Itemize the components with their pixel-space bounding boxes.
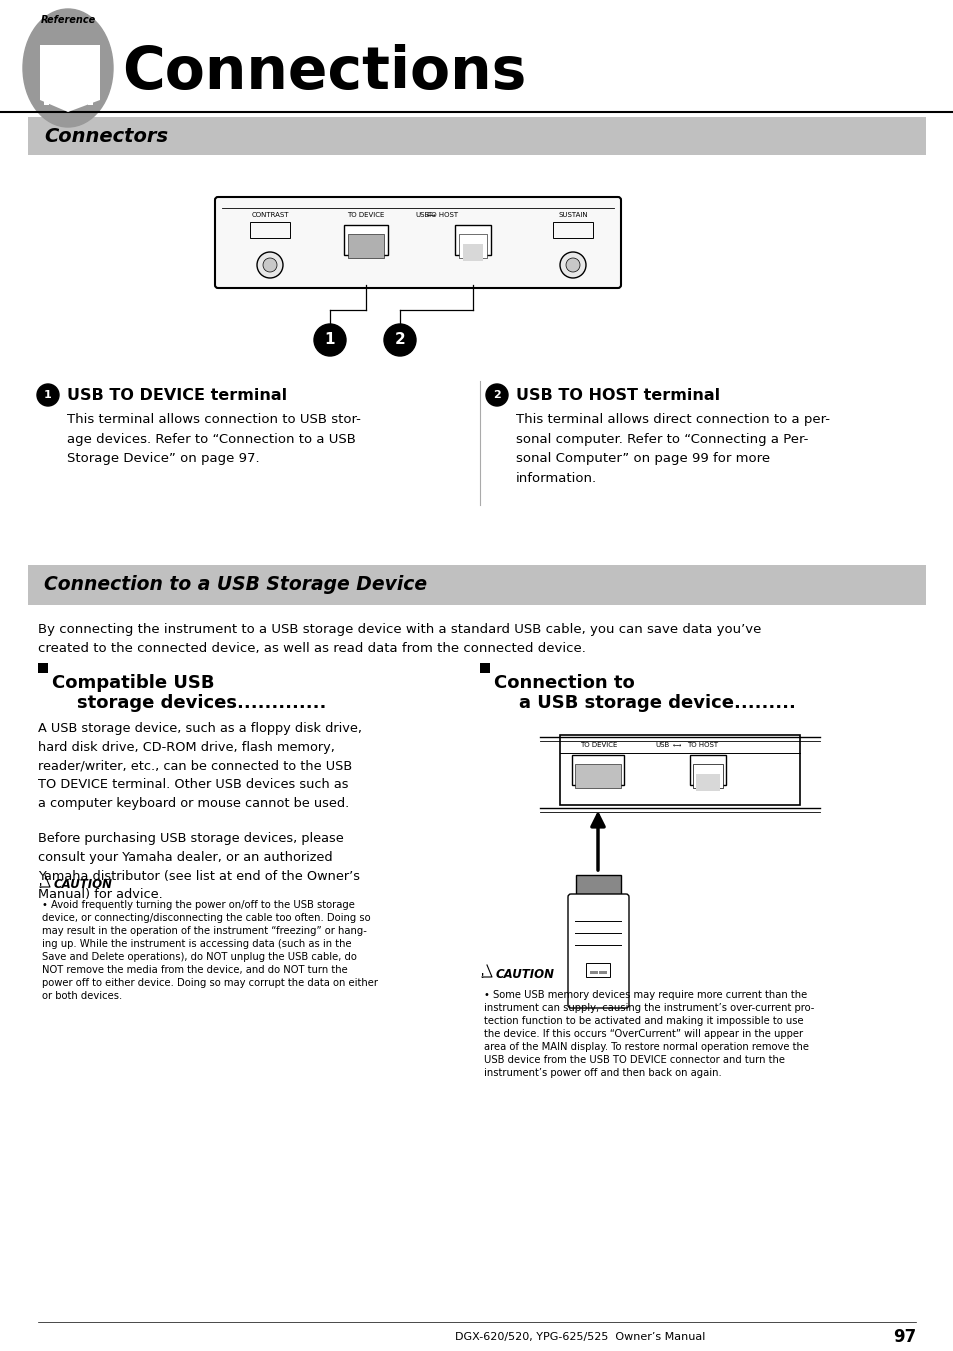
Text: Reference: Reference [40,15,95,26]
Bar [462,245,482,261]
Text: a USB storage device.........: a USB storage device......... [494,694,795,712]
Text: CAUTION: CAUTION [496,969,555,981]
Bar [44,95,49,105]
Text: USB: USB [655,742,669,748]
Bar [696,774,720,790]
Text: • Avoid frequently turning the power on/off to the USB storage
device, or connec: • Avoid frequently turning the power on/… [42,900,377,1001]
Ellipse shape [23,9,112,127]
Bar [692,765,722,788]
Text: 1: 1 [44,390,51,400]
Bar [585,963,609,977]
Bar [38,663,48,673]
Text: storage devices.............: storage devices............. [52,694,326,712]
Text: ←→: ←→ [672,743,681,747]
Text: TO HOST: TO HOST [686,742,718,748]
Bar [589,971,598,974]
Circle shape [485,384,507,407]
Bar [689,755,725,785]
Text: TO DEVICE: TO DEVICE [347,212,384,218]
Bar [598,971,606,974]
Circle shape [565,258,579,272]
Bar [559,735,800,805]
Bar [344,226,388,255]
Bar [572,755,623,785]
Bar [575,765,620,788]
Text: ←→: ←→ [426,212,436,218]
Text: 97: 97 [892,1328,915,1346]
Text: This terminal allows connection to USB stor-
age devices. Refer to “Connection t: This terminal allows connection to USB s… [67,413,360,465]
Text: CAUTION: CAUTION [54,878,112,892]
Text: USB TO HOST terminal: USB TO HOST terminal [516,388,720,403]
Bar [576,875,620,897]
FancyBboxPatch shape [214,197,620,288]
Text: CONTRAST: CONTRAST [251,212,289,218]
Text: !: ! [39,884,43,889]
Circle shape [256,253,283,278]
Circle shape [559,253,585,278]
Text: 2: 2 [493,390,500,400]
Text: • Some USB memory devices may require more current than the
instrument can suppl: • Some USB memory devices may require mo… [483,990,814,1078]
Text: Connections: Connections [122,43,526,100]
Polygon shape [40,45,100,112]
Circle shape [37,384,59,407]
Text: Before purchasing USB storage devices, please
consult your Yamaha dealer, or an : Before purchasing USB storage devices, p… [38,832,359,901]
Text: Connection to a USB Storage Device: Connection to a USB Storage Device [44,576,427,594]
Circle shape [314,324,346,357]
Text: DGX-620/520, YPG-625/525  Owner’s Manual: DGX-620/520, YPG-625/525 Owner’s Manual [455,1332,704,1342]
Text: USB: USB [416,212,430,218]
Bar [458,234,486,258]
Circle shape [384,324,416,357]
Bar [553,222,593,238]
Text: TO HOST: TO HOST [427,212,458,218]
Text: A USB storage device, such as a floppy disk drive,
hard disk drive, CD-ROM drive: A USB storage device, such as a floppy d… [38,721,361,811]
Text: !: ! [481,973,484,979]
Text: 2: 2 [395,332,405,347]
Text: By connecting the instrument to a USB storage device with a standard USB cable, : By connecting the instrument to a USB st… [38,623,760,655]
Text: TO DEVICE: TO DEVICE [579,742,617,748]
Bar [28,118,925,155]
Text: Connection to: Connection to [494,674,634,692]
Bar [479,663,490,673]
Text: This terminal allows direct connection to a per-
sonal computer. Refer to “Conne: This terminal allows direct connection t… [516,413,829,485]
Bar [455,226,491,255]
Text: Connectors: Connectors [44,127,168,146]
FancyBboxPatch shape [567,894,628,1008]
Text: Compatible USB: Compatible USB [52,674,214,692]
Text: 1: 1 [324,332,335,347]
Bar [64,99,69,109]
Text: SUSTAIN: SUSTAIN [558,212,587,218]
Bar [250,222,290,238]
Bar [348,234,384,258]
Circle shape [263,258,276,272]
Bar [28,565,925,605]
Text: USB TO DEVICE terminal: USB TO DEVICE terminal [67,388,287,403]
Bar [88,95,92,105]
